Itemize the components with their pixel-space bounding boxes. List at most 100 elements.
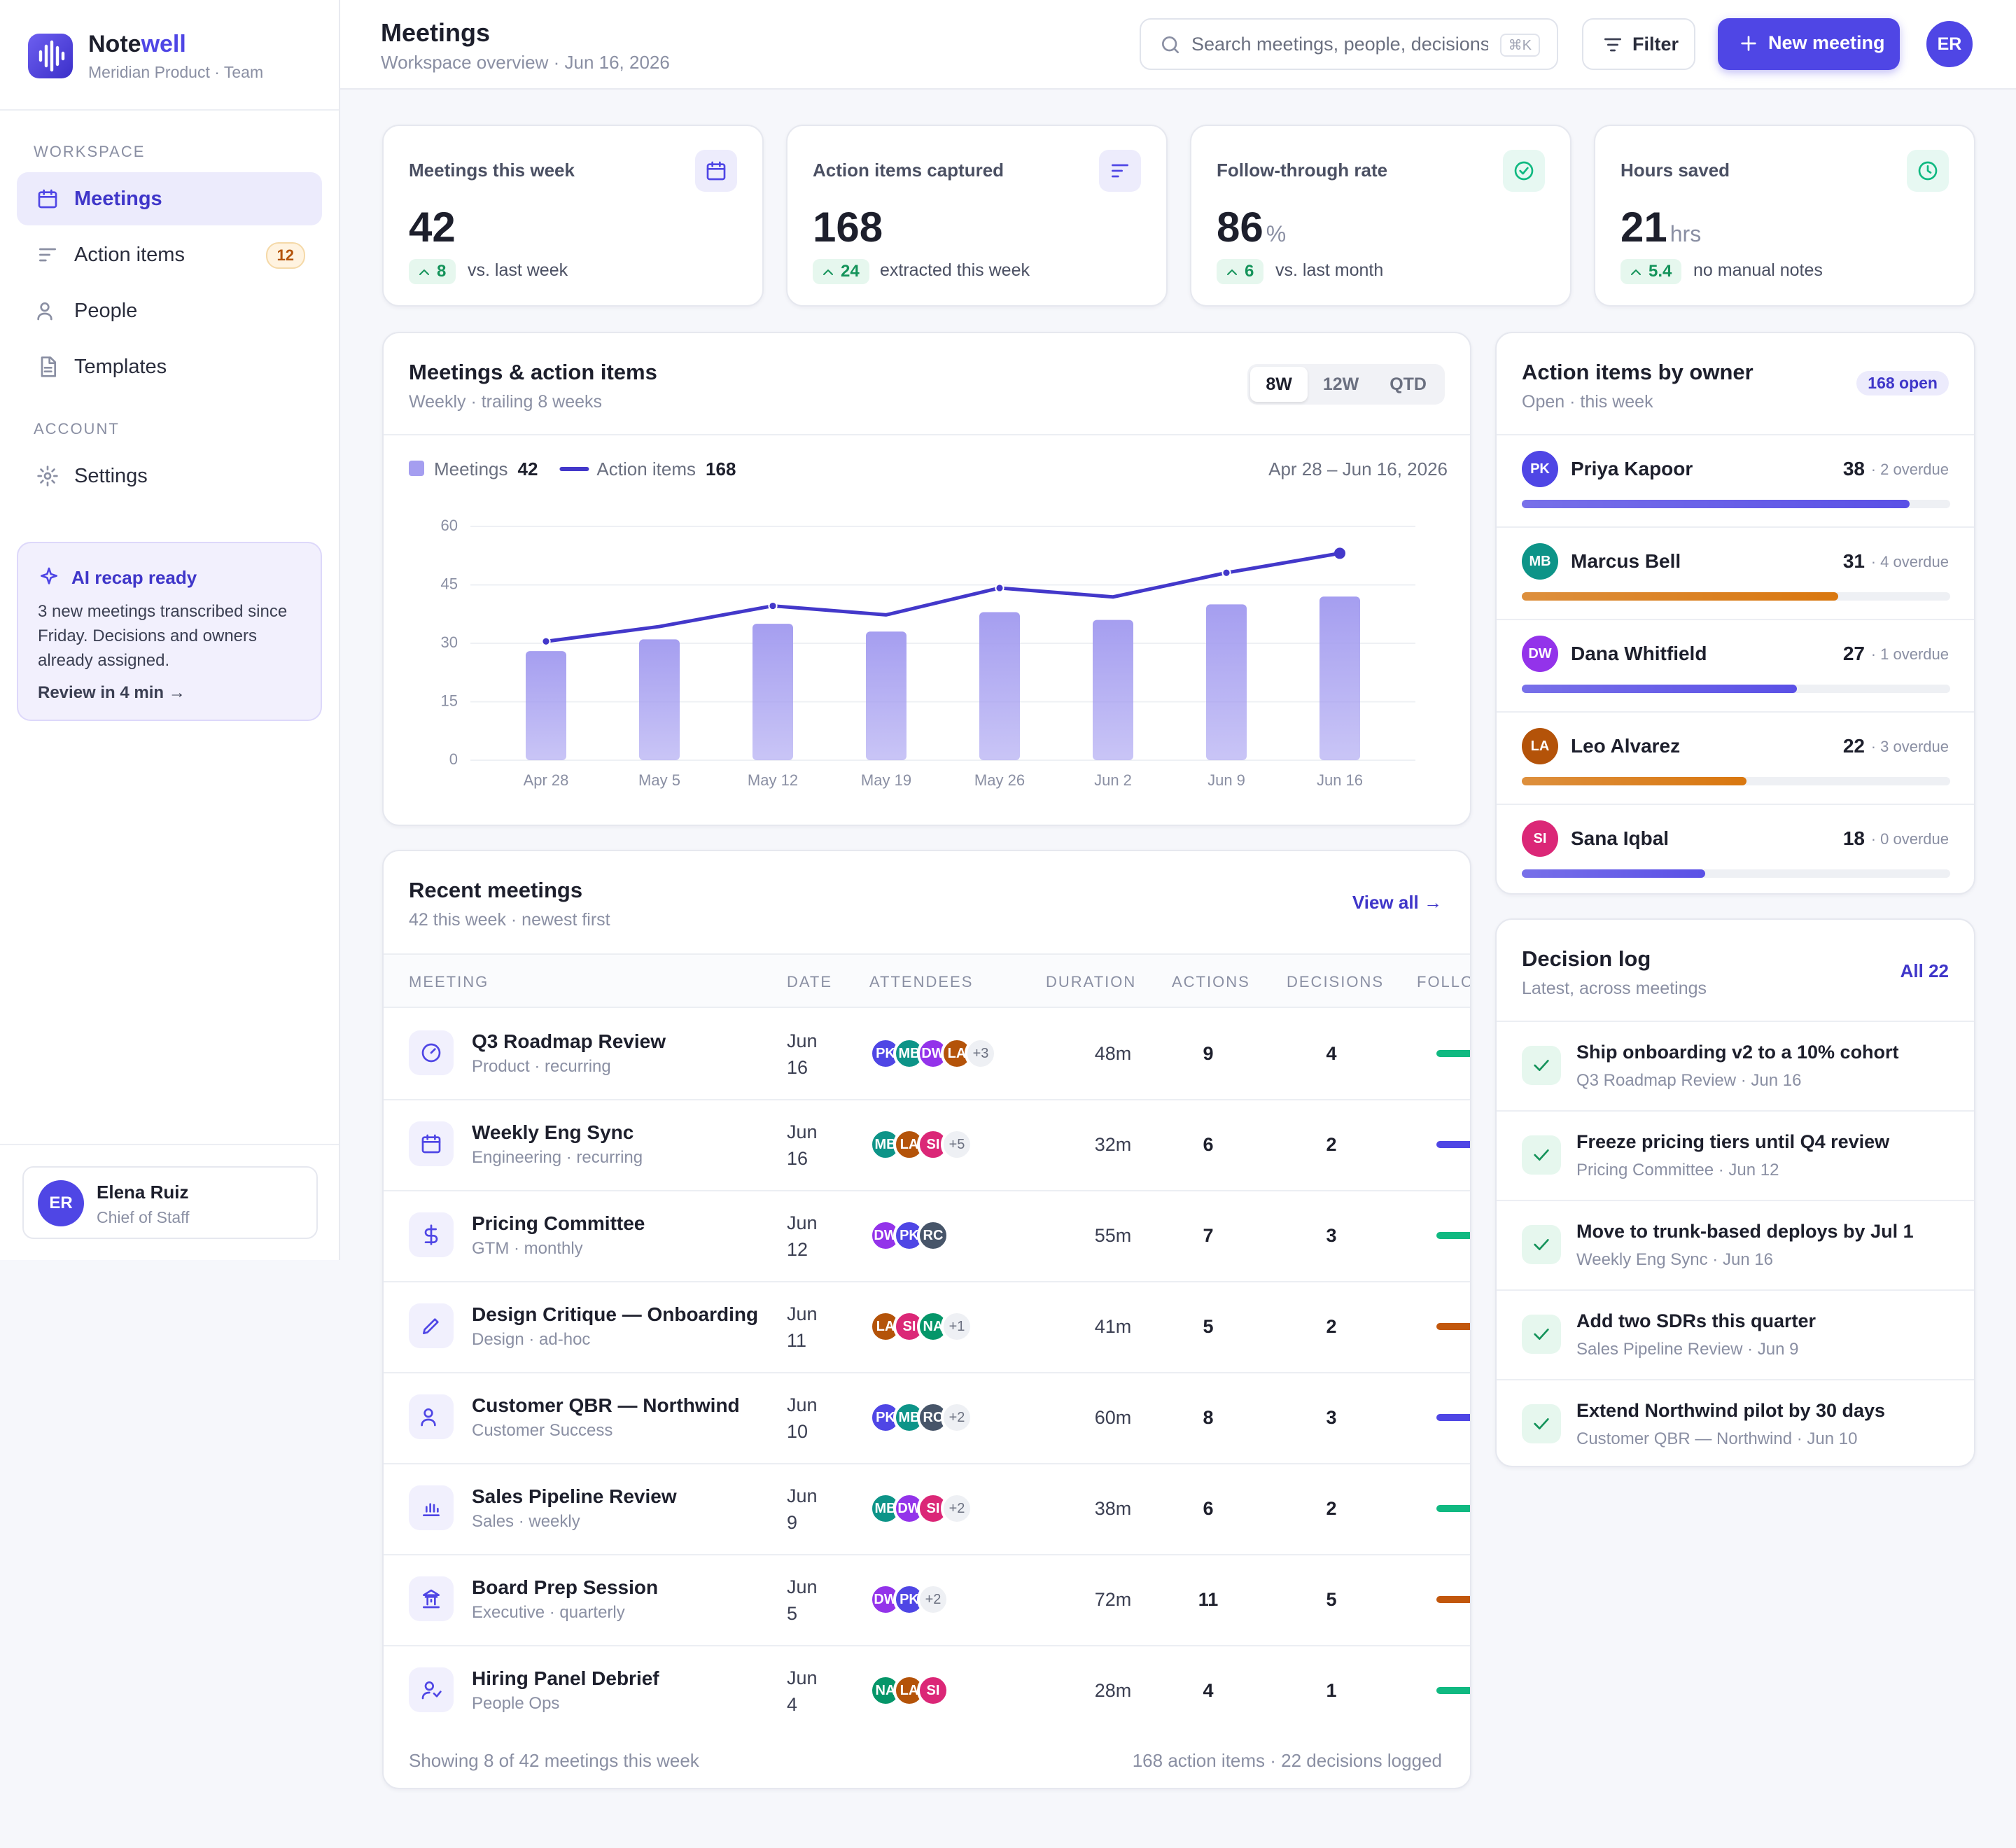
table-row[interactable]: Board Prep Session Executive · quarterly J… <box>384 1554 1470 1645</box>
divider <box>0 109 339 111</box>
range-selector: 8W 12W QTD <box>1247 364 1445 405</box>
workspace-name: Meridian Product · Team <box>88 63 264 81</box>
meeting-name: Board Prep Session <box>472 1576 659 1598</box>
decision-check-glyph <box>1534 1418 1549 1429</box>
line-point <box>768 601 778 611</box>
kpi-icon <box>695 150 737 192</box>
table-row[interactable]: Design Critique — Onboarding Design · ad-… <box>384 1281 1470 1372</box>
search-icon-glyph <box>1162 36 1179 53</box>
bar <box>526 651 566 760</box>
avatar[interactable]: ER <box>1924 18 1975 70</box>
decision-check-glyph <box>1534 1149 1549 1161</box>
line-point <box>541 636 551 646</box>
follow-bar <box>1436 1687 1470 1694</box>
decision-meta: Sales Pipeline Review · Jun 9 <box>1576 1340 1799 1359</box>
owner-count: 22 <box>1842 735 1865 757</box>
x-tick-label: May 12 <box>748 771 798 789</box>
kpi-icon-glyph <box>1112 164 1128 178</box>
kpi-note: vs. last week <box>468 260 568 280</box>
follow-bar <box>1436 1505 1470 1512</box>
delta-arrow-glyph <box>419 270 429 275</box>
attendee-more: +2 <box>917 1583 949 1616</box>
column-header: ACTIONS <box>1172 973 1250 990</box>
search-box[interactable]: Search meetings, people, decisions ⌘K <box>1140 18 1558 70</box>
user-role: Chief of Staff <box>97 1208 190 1226</box>
decision-meta: Weekly Eng Sync · Jun 16 <box>1576 1250 1774 1269</box>
table-row[interactable]: Sales Pipeline Review Sales · weekly Jun 9… <box>384 1463 1470 1554</box>
user-card[interactable]: ER Elena Ruiz Chief of Staff <box>22 1166 318 1239</box>
kpi-delta: 6 <box>1217 259 1264 284</box>
owner-overdue: · 4 overdue <box>1870 553 1949 570</box>
kpi-label: Action items captured <box>813 160 1004 181</box>
nav-item[interactable]: Action items 12 <box>17 228 322 281</box>
nav-label: Action items <box>74 244 185 266</box>
header: Meetings Workspace overview · Jun 16, 202… <box>340 0 2016 90</box>
table-row[interactable]: Q3 Roadmap Review Product · recurring Jun … <box>384 1008 1470 1099</box>
filter-label: Filter <box>1632 34 1679 55</box>
table-row[interactable]: Weekly Eng Sync Engineering · recurring Ju… <box>384 1099 1470 1190</box>
divider <box>1497 804 1974 805</box>
nav-item[interactable]: Settings <box>17 449 322 503</box>
meeting-date: Jun 16 <box>787 1121 818 1169</box>
kpi-note: vs. last month <box>1275 260 1384 280</box>
range-option[interactable]: QTD <box>1390 374 1427 394</box>
divider <box>1497 1021 1974 1022</box>
meeting-icon-glyph <box>421 1134 441 1154</box>
nav-badge: 12 <box>265 242 305 269</box>
avatar: DW <box>1522 636 1558 672</box>
meeting-sub: Customer Success <box>472 1421 613 1440</box>
attendee-more: +2 <box>941 1401 973 1434</box>
kpi-value: 86 <box>1217 204 1264 251</box>
nav-item[interactable]: Meetings <box>17 172 322 225</box>
y-tick-label: 30 <box>441 634 458 651</box>
new-meeting-label: New meeting <box>1768 32 1885 53</box>
decisions-count: 2 <box>1326 1316 1337 1337</box>
date-range: Apr 28 – Jun 16, 2026 <box>1268 458 1448 479</box>
all-decisions-link[interactable]: All 22 <box>1900 960 1949 981</box>
chart-title: Meetings & action items <box>409 360 657 384</box>
filter-button[interactable]: Filter <box>1582 18 1695 70</box>
attendee-more: +5 <box>941 1128 973 1161</box>
decision-check <box>1522 1404 1561 1443</box>
table-row[interactable]: Customer QBR — Northwind Customer Success… <box>384 1372 1470 1463</box>
avatar: ER <box>38 1180 84 1226</box>
kpi-unit: % <box>1266 221 1287 246</box>
nav-item[interactable]: People <box>17 284 322 337</box>
search-icon <box>1159 34 1182 56</box>
view-all-link[interactable]: View all → <box>1352 892 1442 913</box>
meeting-sub: People Ops <box>472 1694 560 1713</box>
decision-card: Decision log Latest, across meetings All 2… <box>1495 918 1975 1467</box>
meeting-icon-glyph <box>424 1224 438 1245</box>
nav-icon <box>36 188 59 210</box>
meeting-icon-glyph <box>421 1043 441 1063</box>
new-meeting-button[interactable]: New meeting <box>1718 18 1900 70</box>
duration: 32m <box>1094 1134 1132 1155</box>
x-tick-label: May 26 <box>974 771 1025 789</box>
decision-text: Extend Northwind pilot by 30 days <box>1576 1400 1886 1421</box>
meeting-date: Jun 9 <box>787 1485 818 1533</box>
kpi-value-row: 21 hrs <box>1620 203 1701 251</box>
decisions-count: 3 <box>1326 1407 1337 1428</box>
range-option[interactable]: 8W <box>1250 367 1308 402</box>
nav-item[interactable]: Templates <box>17 340 322 393</box>
meeting-sub: Sales · weekly <box>472 1512 580 1531</box>
attendee-more: +3 <box>965 1037 997 1070</box>
bar <box>639 639 680 760</box>
table-row[interactable]: Pricing Committee GTM · monthly Jun 12 DW PK… <box>384 1190 1470 1281</box>
duration: 28m <box>1094 1680 1132 1701</box>
brand-a: Note <box>88 31 141 57</box>
range-option[interactable]: 12W <box>1322 374 1359 394</box>
decision-meta: Customer QBR — Northwind · Jun 10 <box>1576 1429 1858 1448</box>
meeting-sub: Design · ad-hoc <box>472 1330 591 1349</box>
avatar: SI <box>917 1674 949 1707</box>
line-point <box>1222 568 1231 578</box>
recap-link[interactable]: Review in 4 min → <box>38 683 186 702</box>
nav-icon <box>36 300 59 322</box>
nav-label: Templates <box>74 356 167 378</box>
kpi-note: no manual notes <box>1693 260 1823 280</box>
owner-overdue: · 1 overdue <box>1870 645 1949 663</box>
nav-icon-glyph <box>37 465 58 486</box>
nav-icon-glyph <box>37 302 52 321</box>
table-row[interactable]: Hiring Panel Debrief People Ops Jun 4 NA LA S… <box>384 1645 1470 1736</box>
owner-count: 31 <box>1842 550 1865 572</box>
